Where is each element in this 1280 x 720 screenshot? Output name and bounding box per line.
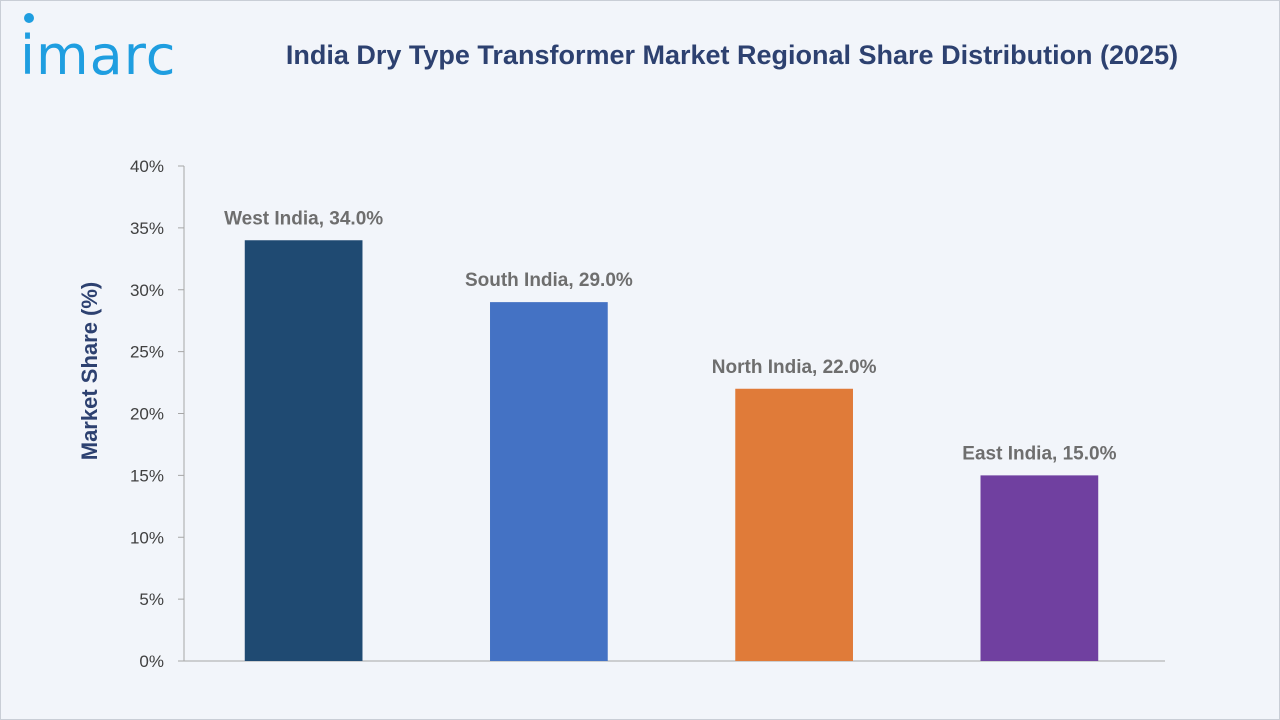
- logo-text: imarc: [20, 24, 176, 87]
- y-tick-label: 40%: [130, 157, 164, 176]
- y-tick-label: 30%: [130, 281, 164, 300]
- chart-title: India Dry Type Transformer Market Region…: [285, 40, 1179, 70]
- bar-west-india: [244, 240, 363, 661]
- bar-north-india: [735, 388, 853, 661]
- data-label: South India, 29.0%: [465, 270, 633, 291]
- logo: imarc: [0, 0, 200, 90]
- bars: [244, 240, 1099, 661]
- bar-east-india: [980, 475, 1099, 661]
- y-tick-label: 15%: [130, 466, 164, 485]
- y-ticks: 0% 5% 10% 15% 20% 25% 30% 35% 40%: [130, 157, 184, 671]
- data-label: East India, 15.0%: [962, 443, 1116, 464]
- y-tick-label: 0%: [139, 652, 164, 671]
- y-tick-label: 10%: [130, 528, 164, 547]
- data-label: North India, 22.0%: [712, 357, 877, 378]
- y-tick-label: 5%: [139, 590, 164, 609]
- y-tick-label: 25%: [130, 343, 164, 362]
- bar-south-india: [490, 302, 608, 661]
- data-label: West India, 34.0%: [224, 208, 383, 229]
- data-labels: West India, 34.0% South India, 29.0% North…: [224, 208, 1116, 464]
- y-tick-label: 20%: [130, 405, 164, 424]
- imarc-logo-icon: imarc: [20, 13, 176, 87]
- y-axis-label: Market Share (%): [77, 282, 102, 461]
- y-tick-label: 35%: [130, 219, 164, 238]
